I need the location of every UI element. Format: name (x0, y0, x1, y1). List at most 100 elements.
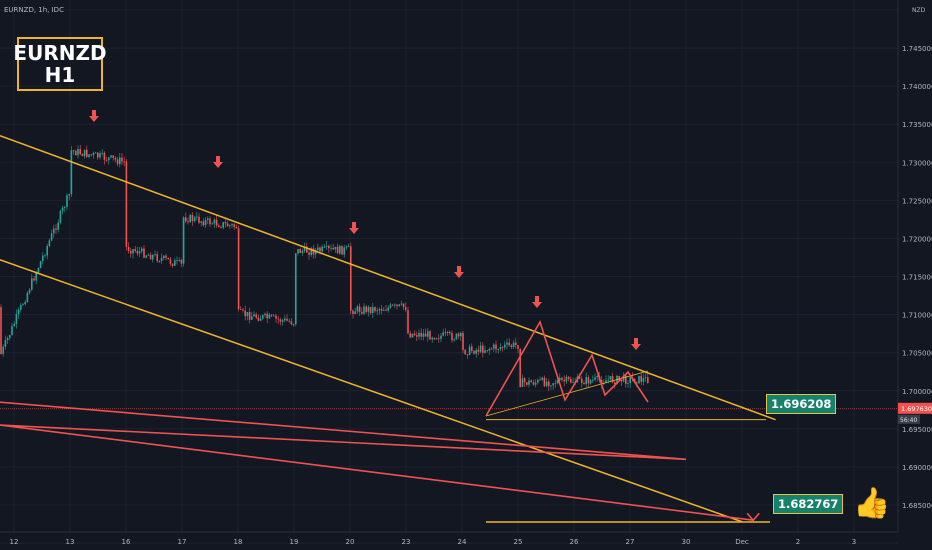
candle-body (121, 157, 123, 162)
candle-body (427, 331, 429, 337)
candle-body (506, 342, 508, 345)
down-arrow-marker-icon (535, 296, 539, 302)
candle-body (204, 219, 207, 226)
candle-body (97, 152, 99, 158)
candle-body (405, 307, 407, 311)
candle-body (614, 382, 616, 384)
y-tick-label: 1.685000 (902, 502, 932, 510)
candle-body (455, 333, 458, 340)
y-tick-label: 1.710000 (902, 312, 932, 320)
candle-body (70, 150, 73, 195)
candle-body (521, 378, 524, 387)
candle-body (499, 347, 502, 349)
candle-body (270, 314, 273, 316)
candle-body (66, 195, 68, 208)
candle-body (279, 319, 282, 322)
candle-body (86, 149, 88, 157)
candle-body (548, 381, 550, 387)
candle-body (187, 221, 189, 223)
down-arrow-marker-icon (457, 266, 461, 272)
candle-body (473, 350, 475, 354)
candle-body (191, 214, 194, 222)
candle-body (281, 320, 284, 322)
candle-body (330, 247, 332, 249)
y-tick-label: 1.715000 (902, 274, 932, 282)
candle-body (418, 332, 420, 337)
down-arrow-marker-icon (532, 302, 542, 308)
candle-body (160, 257, 163, 261)
candle-body (292, 324, 295, 326)
candle-body (174, 260, 176, 266)
candle-body (460, 332, 462, 337)
candle-body (367, 306, 370, 312)
candle-body (334, 246, 337, 250)
candle-body (105, 159, 108, 161)
y-tick-label: 1.735000 (902, 121, 932, 129)
candle-body (185, 217, 187, 222)
down-arrow-marker-icon (349, 228, 359, 234)
candle-body (570, 378, 572, 383)
candle-body (627, 383, 629, 384)
candle-body (383, 309, 385, 311)
candle-body (578, 376, 581, 379)
candle-body (46, 246, 48, 256)
candle-body (266, 313, 268, 319)
candle-body (273, 315, 275, 317)
candle-body (26, 292, 29, 302)
x-tick-label: 23 (402, 538, 411, 546)
y-tick-label: 1.740000 (902, 83, 932, 91)
current-price-tag (898, 402, 932, 414)
candle-body (647, 377, 649, 384)
candle-body (420, 332, 422, 337)
candle-body (143, 248, 145, 258)
candle-body (248, 311, 251, 320)
candle-body (317, 247, 319, 250)
candle-body (519, 348, 521, 387)
candle-body (2, 346, 4, 355)
candle-body (319, 247, 321, 252)
candle-body (479, 345, 482, 352)
target-label-upper: 1.696208 (766, 394, 837, 414)
x-tick-label: 18 (234, 538, 243, 546)
candle-body (394, 304, 396, 306)
x-tick-label: 13 (66, 538, 75, 546)
candle-body (202, 221, 205, 226)
projection-arrowhead (746, 512, 760, 522)
candle-body (231, 224, 233, 226)
candle-body (290, 321, 293, 325)
candle-body (416, 335, 418, 337)
candle-body (642, 377, 645, 382)
candle-body (125, 161, 128, 247)
candle-body (497, 348, 499, 350)
candle-body (136, 250, 139, 254)
y-tick-label: 1.700000 (902, 388, 932, 396)
candle-body (493, 344, 495, 349)
candle-body (510, 345, 513, 347)
candle-body (592, 379, 594, 381)
candle-body (618, 375, 620, 380)
candle-body (295, 253, 297, 325)
candle-body (424, 333, 427, 337)
candle-body (358, 306, 361, 312)
candle-body (517, 345, 519, 349)
candle-body (198, 216, 200, 223)
candle-body (127, 246, 130, 251)
candle-body (554, 383, 557, 385)
candle-body (336, 246, 339, 254)
candle-body (638, 375, 640, 384)
y-tick-label: 1.690000 (902, 464, 932, 472)
candle-body (257, 317, 260, 321)
candle-body (596, 376, 598, 378)
candle-body (110, 155, 112, 158)
candle-body (625, 375, 627, 384)
candle-body (581, 378, 583, 383)
x-tick-label: 26 (570, 538, 579, 546)
candle-body (301, 250, 304, 253)
candle-body (501, 347, 504, 348)
candle-body (504, 344, 506, 348)
candle-body (556, 380, 559, 384)
candle-body (594, 377, 596, 380)
candle-body (475, 349, 477, 354)
